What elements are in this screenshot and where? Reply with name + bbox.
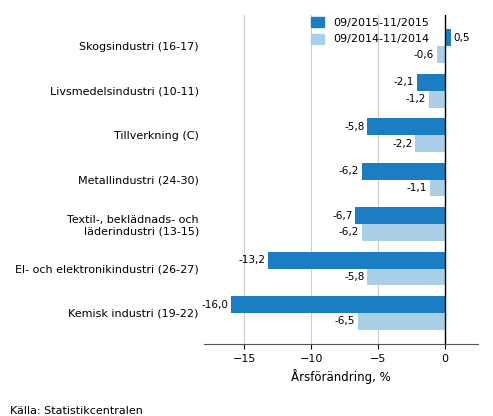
Text: -2,1: -2,1 — [393, 77, 414, 87]
Bar — [437, 46, 445, 63]
Text: -16,0: -16,0 — [202, 300, 228, 310]
Bar — [268, 252, 445, 268]
Text: -5,8: -5,8 — [344, 121, 364, 131]
Text: -1,1: -1,1 — [407, 183, 427, 193]
Bar — [355, 207, 445, 224]
Text: -6,2: -6,2 — [339, 166, 359, 176]
Text: -1,2: -1,2 — [406, 94, 426, 104]
Bar — [417, 74, 445, 91]
Bar — [430, 180, 445, 196]
Bar — [367, 118, 445, 135]
Text: -13,2: -13,2 — [239, 255, 266, 265]
Bar — [445, 29, 451, 46]
Bar — [231, 296, 445, 313]
Text: -2,2: -2,2 — [392, 139, 413, 149]
Bar — [428, 91, 445, 107]
Bar — [367, 268, 445, 285]
Bar — [415, 135, 445, 152]
Bar — [362, 163, 445, 180]
Legend: 09/2015-11/2015, 09/2014-11/2014: 09/2015-11/2015, 09/2014-11/2014 — [311, 17, 429, 45]
X-axis label: Årsförändring, %: Årsförändring, % — [291, 369, 391, 384]
Text: 0,5: 0,5 — [453, 33, 470, 43]
Bar — [358, 313, 445, 330]
Text: -6,7: -6,7 — [332, 210, 352, 220]
Text: -6,2: -6,2 — [339, 228, 359, 238]
Text: -0,6: -0,6 — [414, 50, 434, 59]
Text: Källa: Statistikcentralen: Källa: Statistikcentralen — [10, 406, 143, 416]
Text: -5,8: -5,8 — [344, 272, 364, 282]
Bar — [362, 224, 445, 241]
Text: -6,5: -6,5 — [335, 317, 355, 327]
